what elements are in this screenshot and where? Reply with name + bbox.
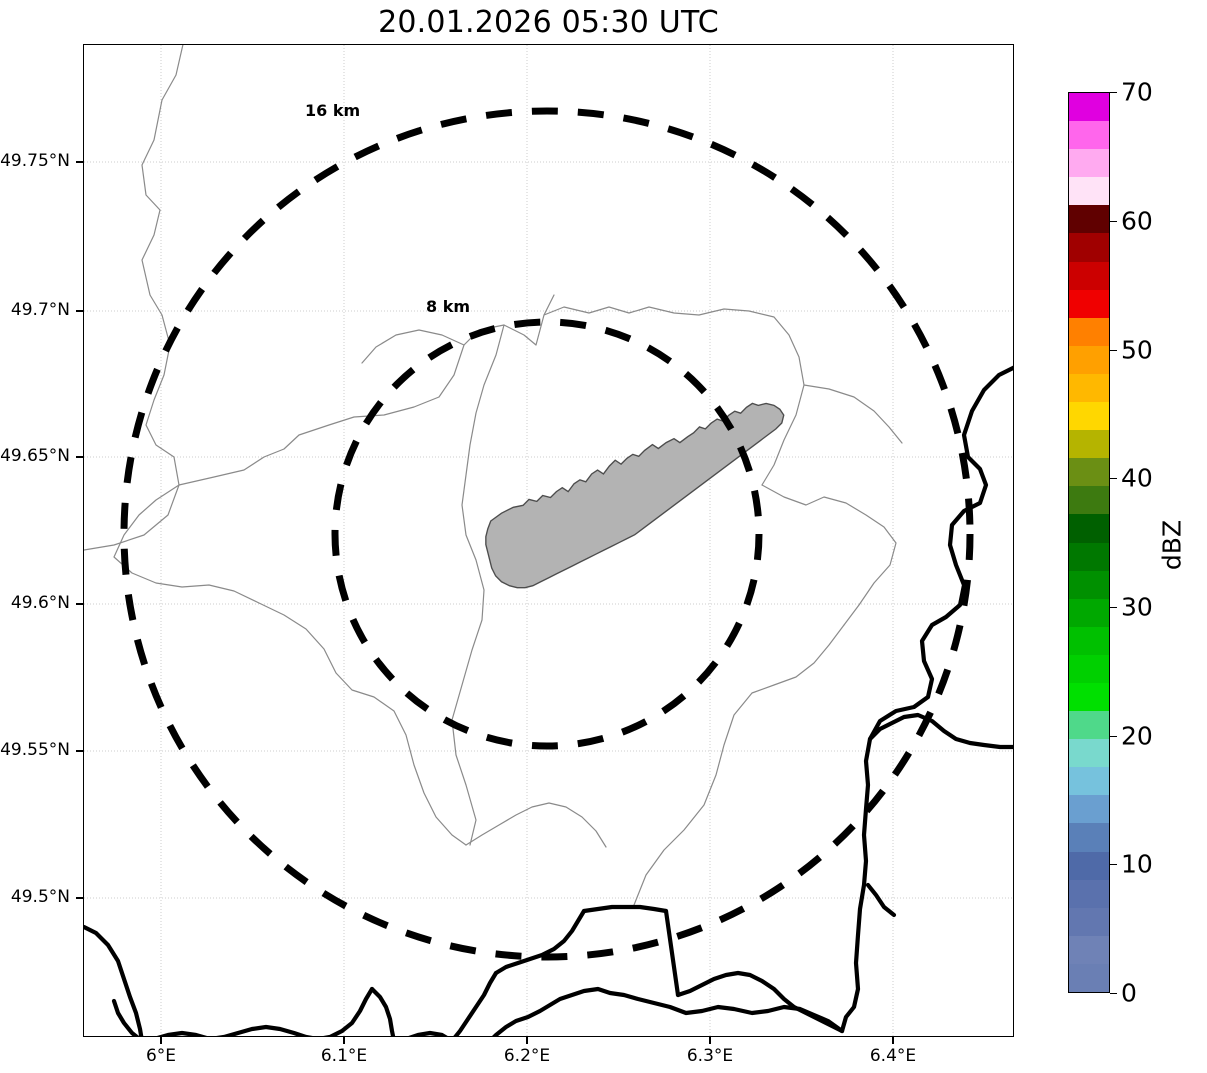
- colorbar-band: [1069, 486, 1109, 515]
- colorbar-band: [1069, 963, 1109, 992]
- y-tick-label-49-65: 49.65°N: [0, 446, 70, 466]
- colorbar-band: [1069, 654, 1109, 683]
- colorbar-tickmark: [1110, 736, 1117, 738]
- colorbar-tickmark: [1110, 350, 1117, 352]
- x-tickmark: [526, 1037, 528, 1044]
- colorbar-band: [1069, 879, 1109, 908]
- range-ring-label-8km: 8 km: [426, 297, 471, 316]
- colorbar-band: [1069, 935, 1109, 964]
- y-tick-label-49-6: 49.6°N: [10, 593, 70, 613]
- y-tickmark: [76, 161, 83, 163]
- colorbar-band: [1069, 373, 1109, 403]
- colorbar-tickmark: [1110, 993, 1117, 995]
- colorbar-band: [1069, 233, 1109, 262]
- colorbar-band: [1069, 542, 1109, 571]
- colorbar-tickmark: [1110, 478, 1117, 480]
- colorbar-label-40: 40: [1121, 463, 1153, 493]
- colorbar-band: [1069, 261, 1109, 290]
- range-ring-8km: [331, 318, 763, 750]
- colorbar-band: [1069, 711, 1109, 740]
- colorbar-band: [1069, 682, 1109, 712]
- colorbar-label-10: 10: [1121, 849, 1153, 879]
- colorbar-tickmark: [1110, 864, 1117, 866]
- colorbar-label-30: 30: [1121, 592, 1153, 622]
- colorbar-band: [1069, 402, 1109, 431]
- colorbar-band: [1069, 851, 1109, 880]
- colorbar-label-70: 70: [1121, 77, 1153, 107]
- colorbar-tickmark: [1110, 607, 1117, 609]
- x-tickmark: [343, 1037, 345, 1044]
- colorbar-title: dBZ: [1157, 519, 1187, 571]
- colorbar-label-20: 20: [1121, 721, 1153, 751]
- x-tick-label-6-4: 6.4°E: [869, 1046, 917, 1066]
- colorbar-band: [1069, 93, 1109, 122]
- colorbar-band: [1069, 345, 1109, 374]
- y-tickmark: [76, 603, 83, 605]
- y-tickmark: [76, 897, 83, 899]
- y-tick-label-49-55: 49.55°N: [0, 740, 70, 760]
- colorbar-band: [1069, 739, 1109, 768]
- colorbar-band: [1069, 205, 1109, 234]
- admin-boundaries: [84, 45, 903, 906]
- x-tick-label-6-3: 6.3°E: [686, 1046, 734, 1066]
- colorbar-band: [1069, 598, 1109, 627]
- x-tick-label-6: 6°E: [145, 1046, 177, 1066]
- figure-title: 20.01.2026 05:30 UTC: [378, 4, 719, 40]
- y-tick-label-49-7: 49.7°N: [10, 300, 70, 320]
- city-polygon: [485, 402, 785, 589]
- colorbar-label-0: 0: [1121, 978, 1137, 1008]
- colorbar-band: [1069, 907, 1109, 936]
- x-tickmark: [160, 1037, 162, 1044]
- colorbar-band: [1069, 514, 1109, 543]
- colorbar-tickmark: [1110, 92, 1117, 94]
- y-tick-label-49-75: 49.75°N: [0, 151, 70, 171]
- range-ring-16km: [120, 107, 974, 961]
- y-tickmark: [76, 310, 83, 312]
- map-svg: [84, 45, 1013, 1036]
- colorbar-band: [1069, 289, 1109, 318]
- colorbar-band: [1069, 149, 1109, 178]
- colorbar-band: [1069, 795, 1109, 824]
- colorbar-band: [1069, 570, 1109, 599]
- colorbar-label-50: 50: [1121, 335, 1153, 365]
- country-border: [84, 365, 1013, 1036]
- colorbar-band: [1069, 458, 1109, 487]
- x-tickmark: [892, 1037, 894, 1044]
- y-tick-label-49-5: 49.5°N: [10, 887, 70, 907]
- colorbar-band: [1069, 626, 1109, 655]
- x-tickmark: [709, 1037, 711, 1044]
- colorbar-band: [1069, 767, 1109, 796]
- x-tick-label-6-2: 6.2°E: [503, 1046, 551, 1066]
- y-tickmark: [76, 456, 83, 458]
- y-tickmark: [76, 750, 83, 752]
- range-ring-label-16km: 16 km: [305, 101, 361, 120]
- colorbar-tickmark: [1110, 221, 1117, 223]
- colorbar[interactable]: [1068, 92, 1110, 993]
- colorbar-band: [1069, 121, 1109, 150]
- colorbar-band: [1069, 177, 1109, 206]
- colorbar-band: [1069, 317, 1109, 346]
- map-plot-area[interactable]: [83, 44, 1014, 1037]
- colorbar-band: [1069, 430, 1109, 459]
- map-gridlines: [84, 45, 1013, 1036]
- colorbar-label-60: 60: [1121, 206, 1153, 236]
- x-tick-label-6-1: 6.1°E: [320, 1046, 368, 1066]
- colorbar-band: [1069, 823, 1109, 852]
